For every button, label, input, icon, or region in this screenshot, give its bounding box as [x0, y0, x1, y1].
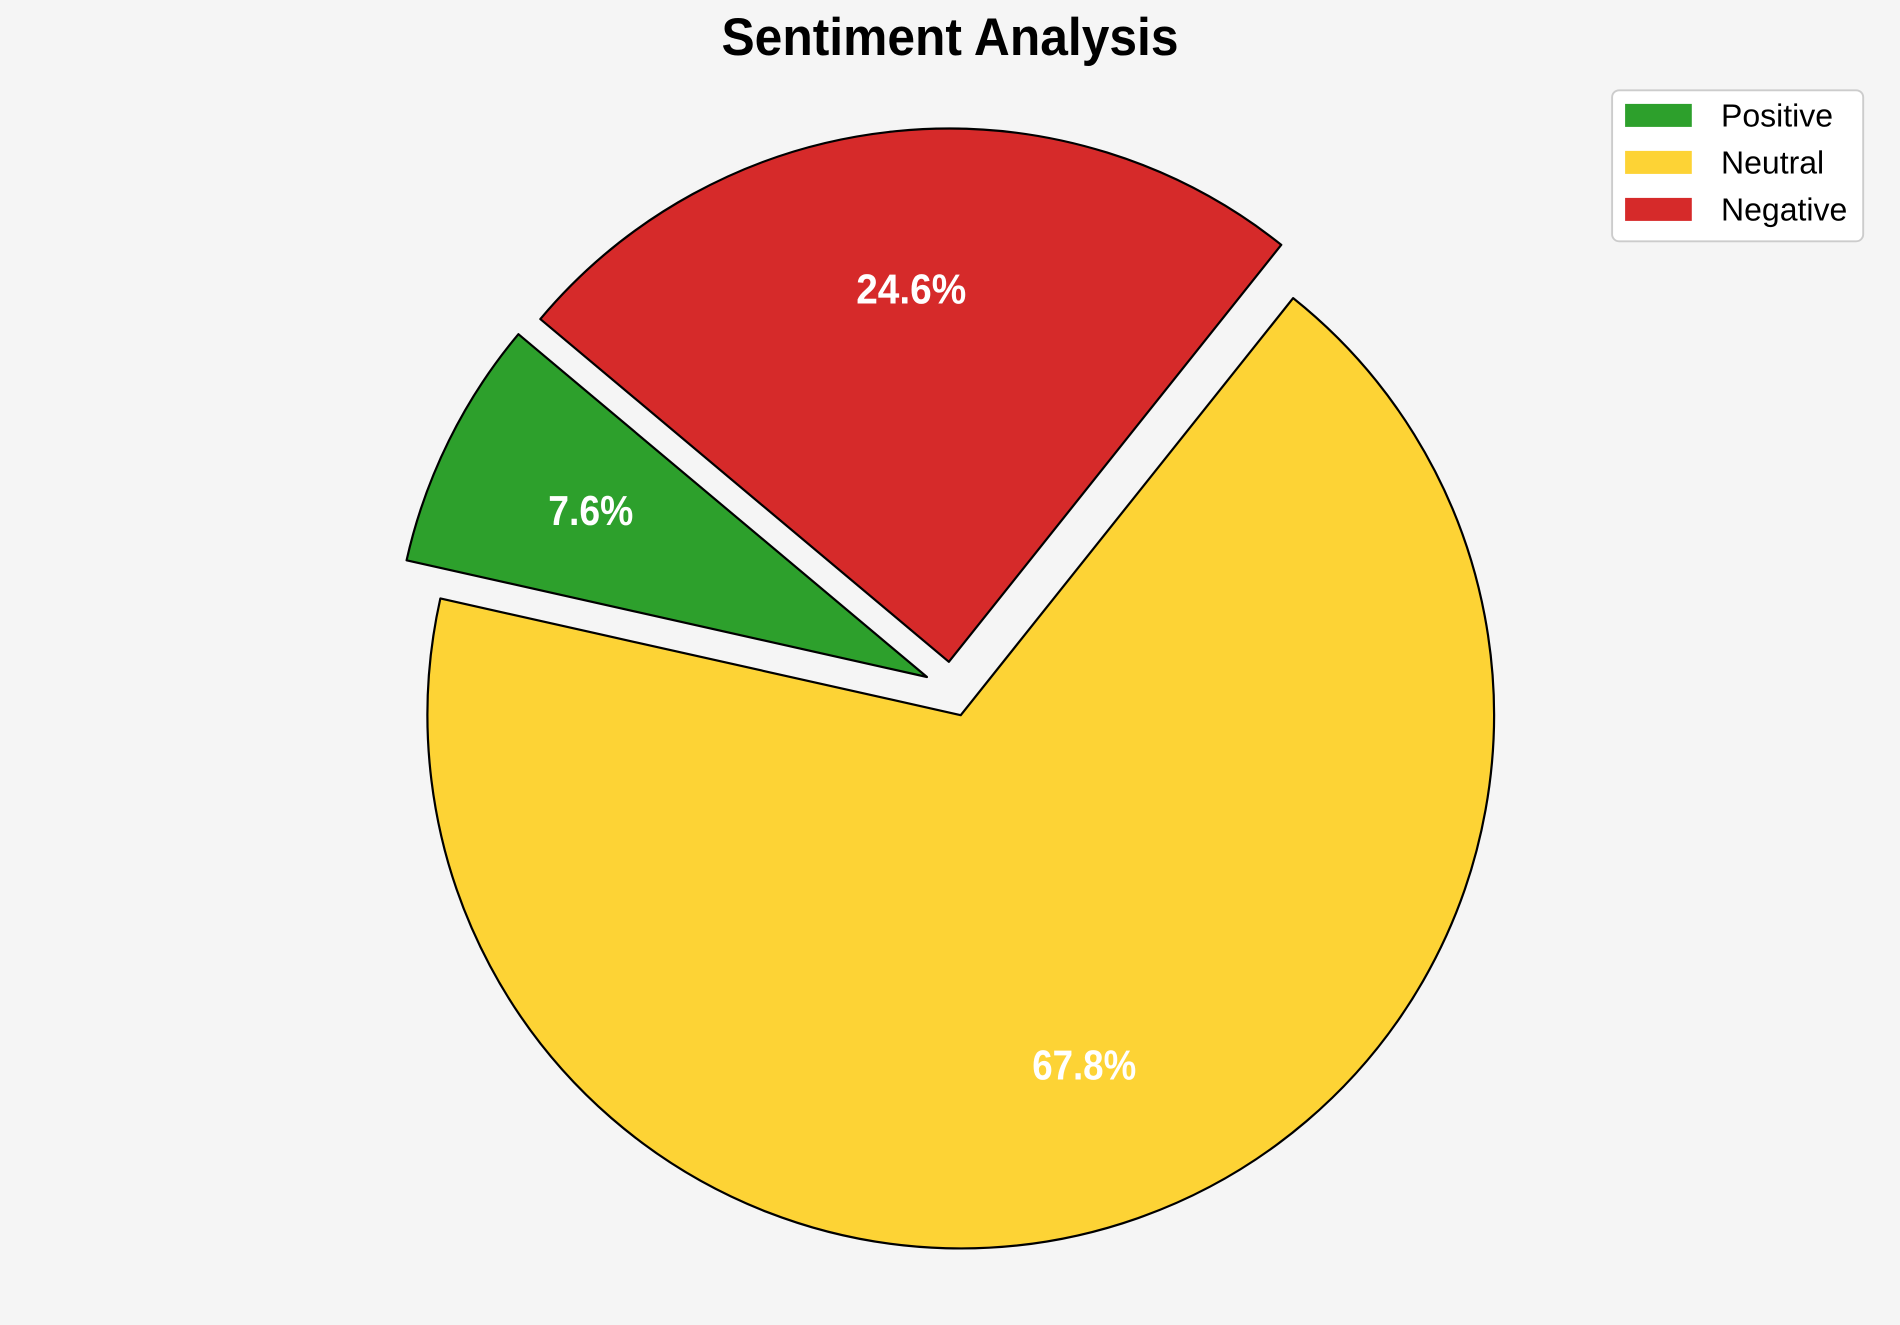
svg-text:Positive: Positive	[1721, 97, 1833, 133]
svg-text:24.6%: 24.6%	[856, 265, 966, 312]
svg-text:Neutral: Neutral	[1721, 144, 1824, 180]
svg-text:Sentiment Analysis: Sentiment Analysis	[722, 8, 1179, 67]
svg-text:Negative: Negative	[1721, 191, 1847, 227]
svg-text:7.6%: 7.6%	[548, 487, 633, 534]
svg-text:67.8%: 67.8%	[1032, 1042, 1136, 1089]
